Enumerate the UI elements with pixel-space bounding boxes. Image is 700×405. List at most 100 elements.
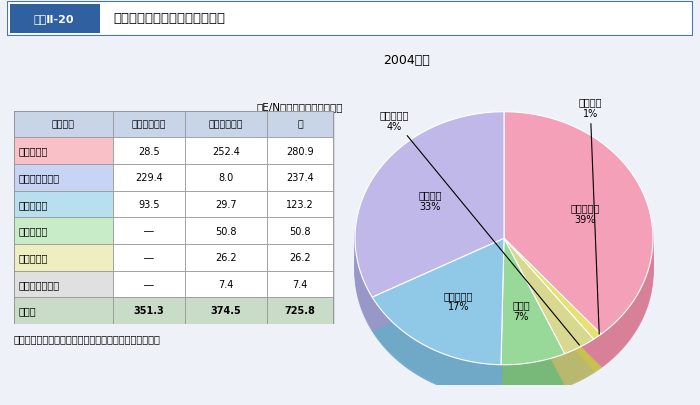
Bar [267,164,333,191]
Text: 有償資金協力: 有償資金協力 [132,120,166,129]
Text: 229.4: 229.4 [135,173,163,183]
Polygon shape [372,258,504,385]
Polygon shape [504,128,653,350]
Polygon shape [504,267,601,368]
Polygon shape [501,258,565,385]
Polygon shape [355,143,504,328]
Polygon shape [504,267,594,383]
Text: 252.4: 252.4 [212,146,240,156]
Text: 図表Ⅱ-20: 図表Ⅱ-20 [34,13,74,23]
Polygon shape [372,247,504,374]
Polygon shape [501,256,565,383]
Text: 干ばつ
7%: 干ばつ 7% [512,300,530,321]
Polygon shape [504,247,594,363]
Polygon shape [372,261,504,387]
Polygon shape [504,272,601,373]
Bar [185,111,267,138]
Bar [267,217,333,244]
Polygon shape [504,130,653,352]
Text: 地震・津波
39%: 地震・津波 39% [570,202,600,224]
Polygon shape [504,270,594,385]
Text: 注：四捨五入の関係上、合計が一致しないことがある。: 注：四捨五入の関係上、合計が一致しないことがある。 [14,334,161,343]
Polygon shape [504,252,601,353]
Polygon shape [504,258,601,359]
Bar [113,164,185,191]
Polygon shape [504,258,594,374]
Polygon shape [504,117,653,339]
Polygon shape [355,115,504,300]
Bar [113,244,185,271]
Polygon shape [372,265,504,391]
Polygon shape [504,250,594,365]
Bar [14,244,113,271]
Text: 28.5: 28.5 [138,146,160,156]
Text: 26.2: 26.2 [216,253,237,262]
Polygon shape [355,128,504,313]
Bar [185,191,267,217]
Text: （E/Nベース、単位：億円）: （E/Nベース、単位：億円） [256,102,343,111]
Text: 暴風・洪水
17%: 暴風・洪水 17% [444,290,473,312]
Polygon shape [372,272,504,398]
Polygon shape [504,254,601,355]
Bar [267,271,333,297]
Text: 2004年度: 2004年度 [383,54,429,67]
Text: 29.7: 29.7 [216,199,237,209]
Polygon shape [504,254,594,369]
Polygon shape [501,263,565,389]
Polygon shape [501,254,565,380]
Bar [14,217,113,244]
Text: ―: ― [144,279,154,289]
Polygon shape [504,241,594,356]
Text: 8.0: 8.0 [218,173,234,183]
Polygon shape [504,115,653,337]
Text: 道路災害等
4%: 道路災害等 4% [379,110,580,345]
Polygon shape [501,272,565,398]
Bar [14,111,113,138]
Polygon shape [355,121,504,306]
Polygon shape [504,252,594,367]
Text: 725.8: 725.8 [285,306,316,316]
Text: 7.4: 7.4 [218,279,234,289]
Text: 土嵐流出
33%: 土嵐流出 33% [419,190,442,211]
Text: 50.8: 50.8 [216,226,237,236]
Polygon shape [355,117,504,302]
Polygon shape [355,124,504,309]
Polygon shape [501,270,565,396]
Polygon shape [501,261,565,387]
Bar [113,191,185,217]
Polygon shape [504,134,653,356]
Polygon shape [504,247,601,348]
Polygon shape [504,132,653,354]
Polygon shape [501,267,565,394]
Text: 無償資金協力: 無償資金協力 [209,120,244,129]
Text: 7.4: 7.4 [293,279,308,289]
Text: ―: ― [144,253,154,262]
Polygon shape [504,245,601,346]
Polygon shape [355,134,504,320]
Text: 道路災害等: 道路災害等 [19,253,48,262]
Text: 土　嵐　流　出: 土 嵐 流 出 [19,173,60,183]
Text: 防災情報
1%: 防災情報 1% [578,97,602,334]
Bar [14,271,113,297]
Polygon shape [504,250,601,350]
Polygon shape [504,243,601,344]
Bar [113,271,185,297]
Text: 災害形態: 災害形態 [52,120,75,129]
Text: 280.9: 280.9 [286,146,314,156]
Bar [185,271,267,297]
Polygon shape [504,146,653,367]
Polygon shape [501,245,565,371]
Polygon shape [504,263,601,364]
Polygon shape [504,141,653,363]
Polygon shape [372,256,504,382]
Polygon shape [355,126,504,311]
Polygon shape [501,265,565,391]
Polygon shape [501,247,565,374]
Polygon shape [504,241,601,341]
Text: 防　災　情　報: 防 災 情 報 [19,279,60,289]
Polygon shape [504,143,653,365]
Polygon shape [372,245,504,371]
Text: 93.5: 93.5 [138,199,160,209]
Text: 干　ば　つ: 干 ば つ [19,226,48,236]
Polygon shape [504,270,601,371]
